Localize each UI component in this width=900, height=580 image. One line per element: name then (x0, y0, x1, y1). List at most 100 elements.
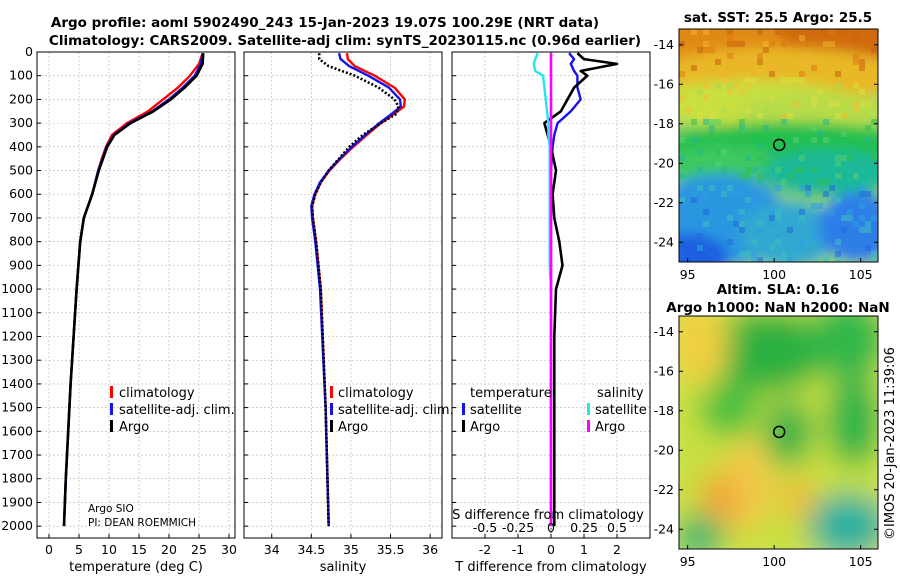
legend-swatch-satellite-adj-2 (330, 403, 333, 415)
map-pixel (697, 233, 703, 239)
map-pixel (757, 29, 763, 35)
map-pixel (841, 155, 847, 161)
legend-temperature-heading: temperature (470, 386, 552, 401)
map-pixel (739, 209, 745, 215)
map-y-tick-label: -24 (654, 234, 674, 249)
temperature-panel: 0 5 10 15 20 25 300100200300400500600700800900… (1, 44, 237, 575)
sst-map: 95 100 105 -14 -16 -18 -20 -22 -24 (654, 28, 879, 282)
map-pixel (703, 101, 709, 107)
map-y-tick-label: -24 (654, 521, 674, 536)
map-pixel (799, 167, 805, 173)
map-pixel (799, 185, 805, 191)
x-tick-label: -2 (479, 542, 491, 557)
map-x-tick-label: 95 (680, 554, 696, 569)
y-tick-label: 400 (9, 139, 33, 154)
map-pixel (871, 215, 877, 221)
map-pixel (751, 113, 757, 119)
map-pixel (715, 161, 721, 167)
map-blob (708, 316, 829, 393)
map-pixel (679, 173, 685, 179)
y-tick-label: 900 (9, 257, 33, 272)
map-pixel (745, 173, 751, 179)
map-pixel (757, 227, 763, 233)
map-pixel (823, 119, 829, 125)
map-pixel (841, 29, 847, 35)
map-pixel (751, 239, 757, 245)
map-pixel (859, 215, 865, 221)
map-pixel (847, 209, 853, 215)
difference-legend: temperature salinity satellite Argo sate… (462, 386, 647, 435)
map-pixel (853, 83, 859, 89)
map-pixel (823, 41, 829, 47)
map-pixel (721, 185, 727, 191)
map-pixel (745, 107, 751, 113)
map-pixel (709, 47, 715, 53)
map-pixel (859, 185, 865, 191)
map-pixel (697, 245, 703, 251)
map-pixel (835, 251, 841, 257)
map-pixel (757, 113, 763, 119)
map-pixel (781, 41, 787, 47)
y-tick-label: 700 (9, 210, 33, 225)
map-pixel (703, 41, 709, 47)
map-y-tick-label: -18 (654, 403, 674, 418)
map-pixel (745, 77, 751, 83)
map-pixel (703, 119, 709, 125)
y-tick-label: 1800 (1, 471, 33, 486)
map-pixel (751, 71, 757, 77)
legend-sal-satellite: satellite (595, 403, 647, 418)
map-pixel (727, 35, 733, 41)
y-tick-label: 1100 (1, 305, 33, 320)
map-pixel (751, 53, 757, 59)
map-pixel (745, 197, 751, 203)
map-pixel (781, 251, 787, 257)
series-argo (62, 53, 205, 527)
map-pixel (787, 77, 793, 83)
map-pixel (691, 137, 697, 143)
map-blob (782, 474, 815, 522)
sla-map-title: Altim. SLA: 0.16 (717, 282, 839, 298)
map-blob (698, 381, 759, 438)
map-pixel (775, 209, 781, 215)
x-axis-label: temperature (deg C) (69, 560, 203, 575)
map-y-tick-label: -20 (654, 155, 674, 170)
map-pixel (799, 71, 805, 77)
map-x-tick-label: 105 (849, 554, 873, 569)
map-pixel (691, 119, 697, 125)
x-tick-label: 30 (221, 542, 237, 557)
map-pixel (739, 41, 745, 47)
y-tick-label: 1300 (1, 352, 33, 367)
map-y-tick-label: -14 (654, 37, 674, 52)
map-pixel (727, 137, 733, 143)
map-y-tick-label: -14 (654, 324, 674, 339)
map-pixel (781, 257, 787, 262)
map-pixel (805, 191, 811, 197)
map-pixel (691, 191, 697, 197)
map-pixel (757, 221, 763, 227)
y-tick-label: 1600 (1, 423, 33, 438)
sla-map-subtitle: Argo h1000: NaN h2000: NaN (666, 300, 889, 316)
s-tick-label: -0.25 (502, 520, 534, 535)
map-blob (826, 374, 878, 468)
y-tick-label: 2000 (1, 518, 33, 533)
map-pixel (727, 89, 733, 95)
axes-frame (36, 51, 236, 539)
map-pixel (751, 167, 757, 173)
y-tick-label: 0 (25, 44, 33, 59)
x-axis-label: T difference from climatology (454, 560, 647, 575)
map-pixel (709, 131, 715, 137)
map-pixel (745, 155, 751, 161)
map-pixel (859, 191, 865, 197)
map-pixel (727, 29, 733, 35)
map-field-clip (679, 29, 878, 262)
map-pixel (757, 179, 763, 185)
x-axis-label: salinity (320, 560, 367, 575)
map-pixel (679, 137, 685, 143)
map-pixel (835, 257, 841, 262)
map-pixel (805, 53, 811, 59)
map-pixel (727, 185, 733, 191)
map-pixel (793, 101, 799, 107)
map-pixel (733, 221, 739, 227)
map-pixel (865, 101, 871, 107)
